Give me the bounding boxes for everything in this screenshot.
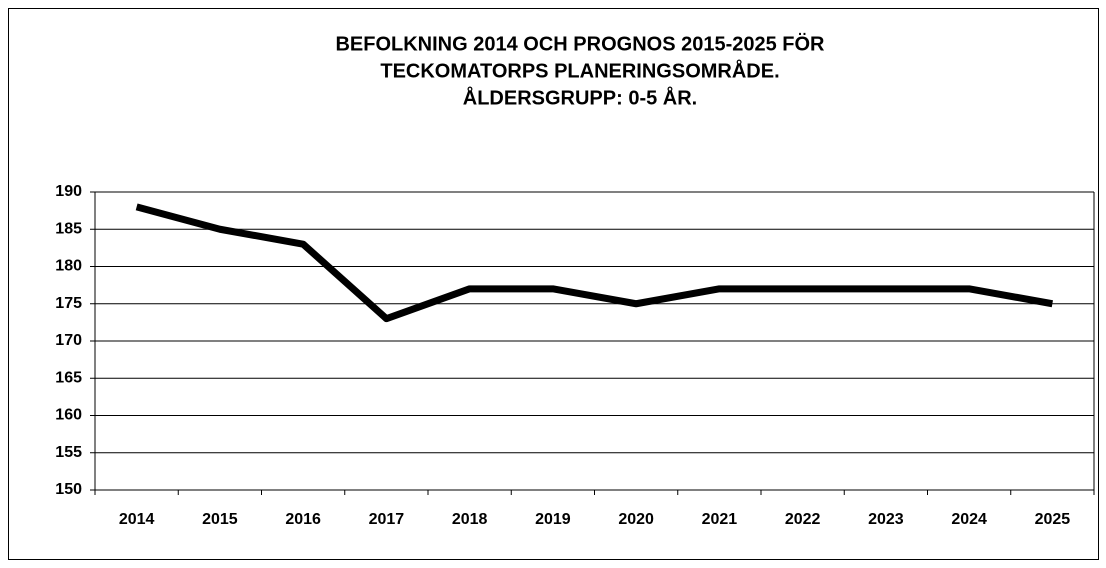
x-tick-label: 2025 xyxy=(1035,511,1071,528)
x-tick-label: 2018 xyxy=(452,511,488,528)
y-tick-label: 180 xyxy=(55,258,82,275)
x-tick-label: 2024 xyxy=(951,511,987,528)
chart-title: TECKOMATORPS PLANERINGSOMRÅDE. xyxy=(380,58,779,82)
x-tick-label: 2023 xyxy=(868,511,904,528)
x-tick-label: 2016 xyxy=(285,511,321,528)
chart-border xyxy=(8,8,1099,560)
y-tick-label: 170 xyxy=(55,332,82,349)
y-tick-label: 155 xyxy=(55,444,82,461)
y-tick-label: 190 xyxy=(55,183,82,200)
x-tick-label: 2021 xyxy=(702,511,738,528)
data-line xyxy=(135,203,1053,323)
x-tick-label: 2019 xyxy=(535,511,571,528)
chart-title: BEFOLKNING 2014 OCH PROGNOS 2015-2025 FÖ… xyxy=(335,32,825,55)
chart-title: ÅLDERSGRUPP: 0-5 ÅR. xyxy=(463,85,697,109)
y-tick-label: 150 xyxy=(55,481,82,498)
x-tick-label: 2017 xyxy=(369,511,405,528)
y-tick-label: 185 xyxy=(55,220,82,237)
x-tick-label: 2022 xyxy=(785,511,821,528)
x-tick-label: 2015 xyxy=(202,511,238,528)
x-tick-label: 2014 xyxy=(119,511,155,528)
y-tick-label: 175 xyxy=(55,295,82,312)
x-tick-label: 2020 xyxy=(618,511,654,528)
y-tick-label: 165 xyxy=(55,369,82,386)
y-tick-label: 160 xyxy=(55,407,82,424)
